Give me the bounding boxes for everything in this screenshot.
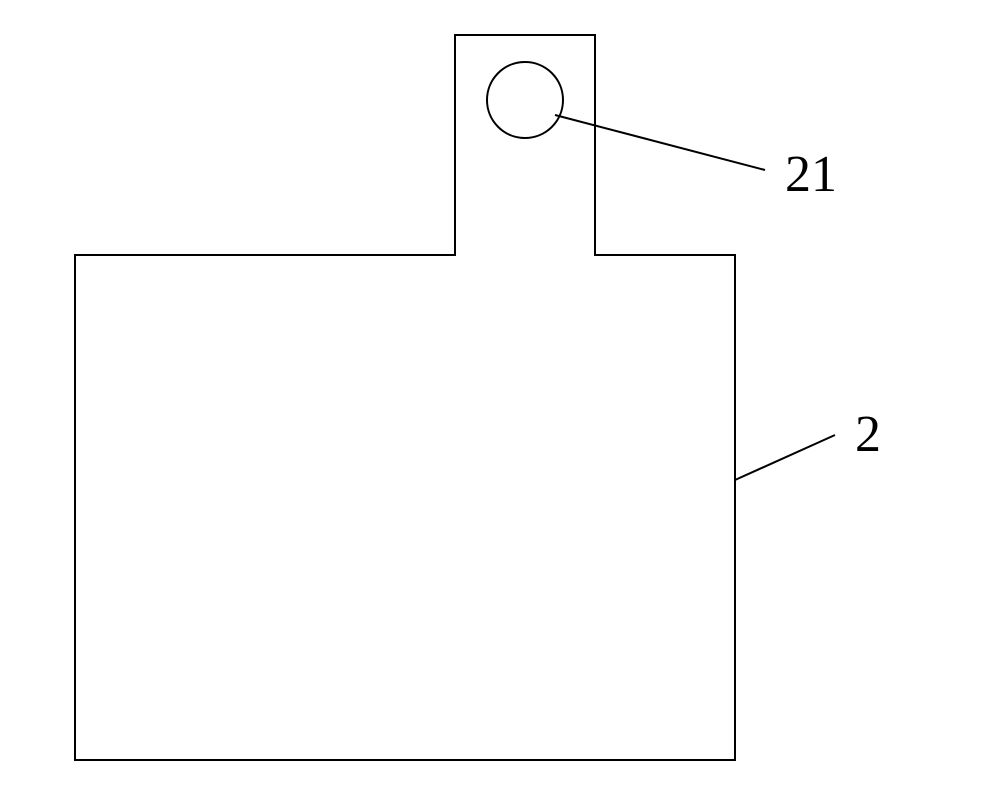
- body-outline: [75, 35, 735, 760]
- label-2: 2: [855, 405, 881, 464]
- part-outline: [75, 35, 735, 760]
- technical-diagram: [0, 0, 1000, 792]
- hole-circle: [487, 62, 563, 138]
- leader-21: [555, 115, 765, 170]
- leader-2: [735, 435, 835, 480]
- label-21: 21: [785, 145, 837, 204]
